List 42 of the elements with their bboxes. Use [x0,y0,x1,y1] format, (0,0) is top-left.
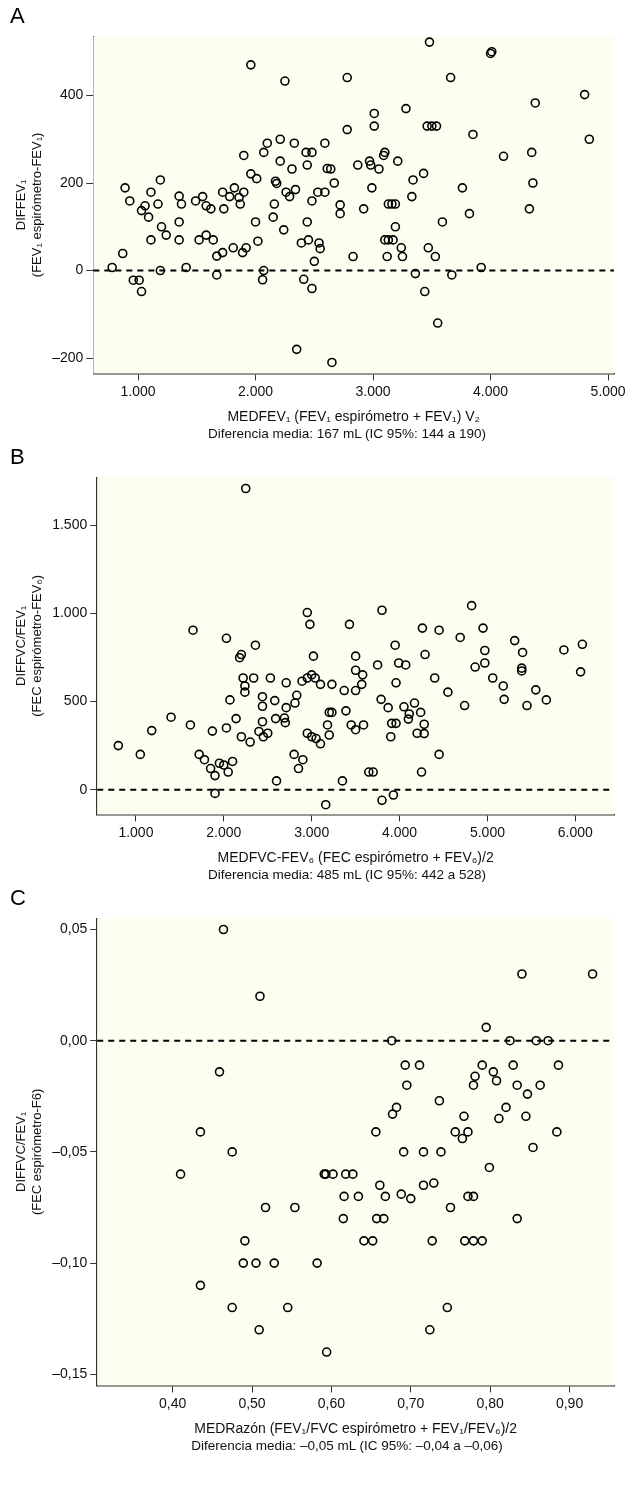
y-tick-label: –200 [52,348,84,365]
y-tick-label: –0,15 [52,1365,88,1382]
x-tick-label: 0,90 [555,1394,584,1411]
y-tick-label: 1.000 [52,604,88,621]
x-tick-label: 4.000 [473,382,509,399]
y-tick-label: 0 [79,780,88,797]
x-axis-title: MEDFVC-FEV₆ (FEC espirómetro + FEV₆)/2 [217,849,494,866]
y-tick-label: –0,10 [52,1253,88,1270]
x-axis-title: MEDFEV₁ (FEV₁ espirómetro + FEV₁) V₂ [227,408,480,425]
y-tick-label: 0,05 [59,920,88,937]
text: Diferencia media: 485 mL (IC 95%: 442 a 528) [207,867,487,882]
chart-title: C [10,885,26,911]
x-tick-label: 1.000 [118,823,154,840]
y-tick-label: 0,00 [59,1031,88,1048]
x-tick-label: 3.000 [355,382,391,399]
x-tick-label: 6.000 [557,823,594,840]
x-tick-label: 4.000 [382,823,418,840]
y-axis-title: DIFFVC/FEV₁ (FEC espirómetro-FEV₆) [13,575,44,717]
text: Diferencia media: 167 mL (IC 95%: 144 a 190) [207,426,487,441]
y-tick-label: 0 [75,261,84,278]
y-tick-label: 500 [63,692,88,709]
x-tick-label: 2.000 [238,382,274,399]
text: Diferencia media: –0,05 mL (IC 95%: –0,04 a –0,06) [190,1438,504,1453]
y-axis-title: DIFFEV₁ (FEV₁ espirómetro-FEV₁) [13,132,44,278]
x-tick-label: 5.000 [590,382,626,399]
y-tick-label: 200 [59,173,84,190]
x-tick-label: 0,50 [238,1394,266,1411]
x-tick-label: 1.000 [120,382,156,399]
x-tick-label: 2.000 [206,823,242,840]
x-tick-label: 0,70 [397,1394,425,1411]
x-axis-title: MEDRazón (FEV₁/FVC espirómetro + FEV₁/FEV₆)/2 [194,1420,518,1437]
y-tick-label: –0,05 [52,1142,88,1159]
x-tick-label: 5.000 [469,823,506,840]
chart-title: A [10,3,25,29]
y-axis-title: DIFFVC/FEV₁ (FEC espirómetro-F6) [13,1088,44,1216]
x-tick-label: 3.000 [294,823,330,840]
y-tick-label: 400 [59,86,84,103]
x-tick-label: 0,80 [476,1394,504,1411]
x-tick-label: 0,60 [317,1394,346,1411]
chart-title: B [10,444,25,470]
x-tick-label: 0,40 [159,1394,187,1411]
y-tick-label: 1.500 [52,515,88,532]
